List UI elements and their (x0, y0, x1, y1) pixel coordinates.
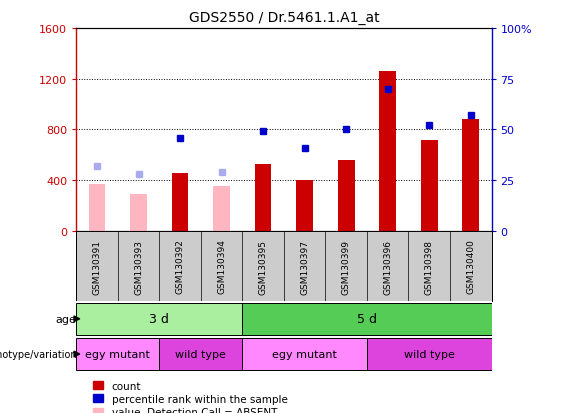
Bar (131, 195, 147, 231)
Bar (172, 173, 188, 231)
Legend: count, percentile rank within the sample, value, Detection Call = ABSENT, rank, : count, percentile rank within the sample… (93, 381, 288, 413)
Title: GDS2550 / Dr.5461.1.A1_at: GDS2550 / Dr.5461.1.A1_at (189, 11, 379, 25)
Text: GSM130400: GSM130400 (466, 239, 475, 294)
Text: 5 d: 5 d (357, 313, 377, 325)
Bar (214, 186, 230, 231)
Text: 3 d: 3 d (149, 313, 169, 325)
Text: egy mutant: egy mutant (85, 349, 150, 359)
Bar (76, 303, 242, 335)
Text: GSM130392: GSM130392 (176, 239, 185, 294)
Bar (463, 120, 479, 231)
Bar (89, 185, 105, 231)
Text: genotype/variation: genotype/variation (0, 349, 77, 359)
Text: wild type: wild type (175, 349, 227, 359)
Bar (242, 338, 367, 370)
Bar (76, 338, 159, 370)
Bar (338, 160, 354, 231)
Text: GSM130397: GSM130397 (300, 239, 309, 294)
Text: GSM130396: GSM130396 (383, 239, 392, 294)
Text: GSM130391: GSM130391 (93, 239, 102, 294)
Bar (297, 180, 313, 231)
Text: GSM130394: GSM130394 (217, 239, 226, 294)
Text: GSM130399: GSM130399 (342, 239, 351, 294)
Text: GSM130398: GSM130398 (425, 239, 434, 294)
Bar (367, 338, 492, 370)
Bar (380, 72, 396, 231)
Text: egy mutant: egy mutant (272, 349, 337, 359)
Text: age: age (56, 314, 77, 324)
Bar (159, 338, 242, 370)
Text: GSM130393: GSM130393 (134, 239, 143, 294)
Text: wild type: wild type (404, 349, 455, 359)
Bar (421, 140, 437, 231)
Text: GSM130395: GSM130395 (259, 239, 268, 294)
Bar (255, 164, 271, 231)
Bar (242, 303, 492, 335)
